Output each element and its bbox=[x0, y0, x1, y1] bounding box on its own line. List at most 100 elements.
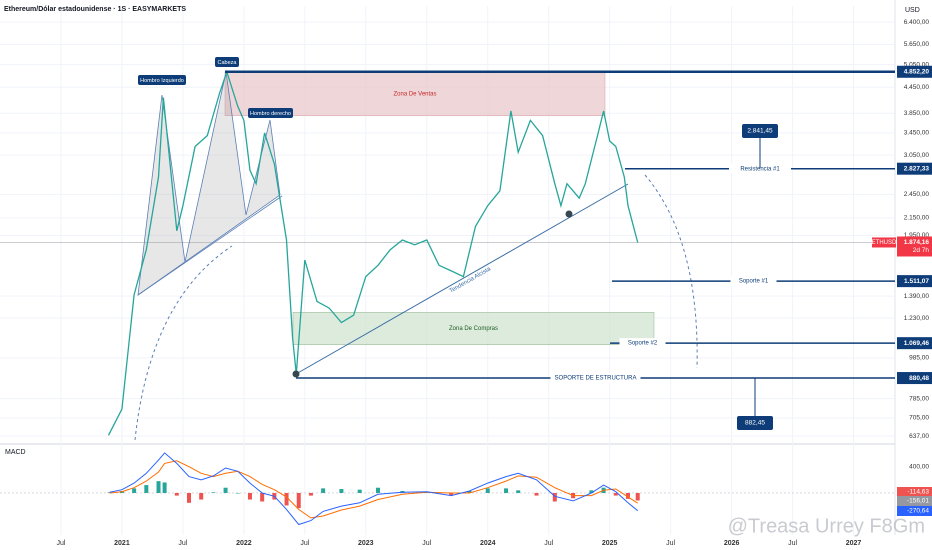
x-tick-label: Jul bbox=[788, 540, 797, 547]
watermark: @Treasa Urrey F8Gm bbox=[728, 515, 925, 537]
y-tick-label: 785,00 bbox=[909, 395, 929, 402]
background-layer: Zona De Ventas Zona De Compras bbox=[0, 6, 895, 535]
axis-label-box bbox=[897, 496, 932, 506]
x-tick-label: Jul bbox=[300, 540, 309, 547]
y-tick-label: 2.150,00 bbox=[904, 215, 930, 222]
histogram-bar bbox=[174, 492, 179, 496]
histogram-bar bbox=[552, 492, 557, 502]
histogram-bar bbox=[516, 490, 521, 493]
projection-arrow bbox=[134, 245, 233, 441]
y-tick-label: 2.450,00 bbox=[904, 191, 930, 198]
y-tick-label: 3.050,00 bbox=[904, 152, 930, 159]
callout-label: 2.841,45 bbox=[747, 128, 773, 135]
y-tick-label: 6.400,00 bbox=[904, 19, 930, 26]
histogram-bar bbox=[144, 485, 149, 493]
histogram-bar bbox=[625, 492, 630, 499]
histogram-bar bbox=[186, 492, 191, 503]
axis-label-box bbox=[897, 487, 932, 497]
histogram-bar bbox=[534, 492, 539, 496]
axis-label: -114,63 bbox=[907, 489, 929, 496]
histogram-bar bbox=[357, 489, 362, 493]
callout-box bbox=[742, 124, 778, 138]
histogram-bar bbox=[235, 492, 240, 494]
histogram-bar bbox=[223, 487, 228, 493]
axis-label: 2.827,33 bbox=[904, 165, 930, 172]
level-label: Soporte #1 bbox=[739, 279, 769, 285]
axis-label-box bbox=[897, 65, 932, 78]
histogram-bar bbox=[504, 488, 509, 493]
x-tick-label: 2022 bbox=[236, 540, 252, 547]
level-label: Soporte #2 bbox=[628, 341, 658, 347]
x-tick-label: 2025 bbox=[602, 540, 618, 547]
pane-title: MACD bbox=[5, 449, 26, 456]
axis-label-box bbox=[897, 162, 932, 175]
last-price: 1.874,16 bbox=[904, 239, 930, 246]
axis-label-box bbox=[897, 506, 932, 516]
axis-label: 1.511,07 bbox=[904, 278, 929, 285]
y-tick-label: 1.230,00 bbox=[904, 315, 930, 322]
axis-label-box bbox=[897, 275, 932, 288]
y-tick-label: 4.450,00 bbox=[904, 84, 930, 91]
histogram-bar bbox=[156, 481, 161, 493]
annotation: Hombro derecho bbox=[250, 111, 291, 117]
annotation: Cabeza bbox=[218, 60, 238, 66]
x-tick-label: 2024 bbox=[480, 540, 496, 547]
histogram-bar bbox=[199, 492, 204, 500]
annotation: Hombro Izquierdo bbox=[140, 78, 184, 84]
symbol: ETHUSD bbox=[872, 240, 897, 246]
level-label-bg bbox=[729, 163, 791, 174]
neckline bbox=[137, 195, 283, 296]
y-tick-label: 985,00 bbox=[909, 355, 929, 362]
axis-label: 880,48 bbox=[909, 375, 929, 382]
callout-label: 882,45 bbox=[745, 420, 765, 427]
x-tick-label: Jul bbox=[178, 540, 187, 547]
x-tick-label: Jul bbox=[56, 540, 65, 547]
y-tick-label: 705,00 bbox=[909, 415, 929, 422]
histogram-bar bbox=[485, 488, 490, 493]
price-line bbox=[107, 69, 639, 436]
level-label: SOPORTE DE ESTRUCTURA bbox=[555, 376, 637, 382]
currency: USD bbox=[905, 7, 920, 14]
histogram-bar bbox=[339, 489, 344, 493]
histogram-bar bbox=[162, 482, 167, 493]
level-label: Resistencia #1 bbox=[740, 166, 780, 172]
histogram-bar bbox=[132, 488, 137, 493]
histogram-bar bbox=[375, 487, 380, 493]
axis-label: 1.069,46 bbox=[904, 340, 930, 347]
countdown: 2d 7h bbox=[913, 247, 930, 254]
y-tick-label: 1.390,00 bbox=[904, 293, 930, 300]
axis-label: -270,64 bbox=[907, 508, 929, 515]
x-tick-label: 2021 bbox=[114, 540, 130, 547]
x-tick-label: Jul bbox=[422, 540, 431, 547]
y-tick-label: 400,00 bbox=[909, 463, 929, 470]
y-tick-label: 5.050,00 bbox=[904, 61, 930, 68]
symbol-box bbox=[872, 237, 896, 248]
axis-label: 4.852,20 bbox=[904, 68, 930, 75]
histogram-bar bbox=[613, 492, 618, 496]
macd-line bbox=[109, 452, 639, 526]
zone-label: Zona De Compras bbox=[449, 326, 498, 332]
annotation-box bbox=[248, 108, 293, 118]
axis-label-box bbox=[897, 337, 932, 350]
last-price-box bbox=[897, 236, 932, 257]
callout-box bbox=[737, 416, 773, 430]
y-tick-label: 3.850,00 bbox=[904, 110, 930, 117]
histogram-bar bbox=[467, 491, 472, 493]
x-tick-label: Jul bbox=[666, 540, 675, 547]
x-tick-label: Jul bbox=[544, 540, 553, 547]
zone bbox=[292, 312, 655, 346]
x-tick-label: 2027 bbox=[846, 540, 862, 547]
zone-label: Zona De Ventas bbox=[393, 91, 436, 97]
projection-arrow bbox=[644, 174, 698, 369]
chart-title: Ethereum/Dólar estadounidense · 1S · EAS… bbox=[4, 6, 186, 13]
level-label-bg bbox=[619, 338, 666, 349]
level-label-bg bbox=[730, 276, 777, 287]
pivot-point bbox=[292, 370, 300, 378]
y-tick-label: 5.650,00 bbox=[904, 41, 930, 48]
histogram-bar bbox=[284, 492, 289, 506]
y-tick-label: 637,00 bbox=[909, 433, 929, 440]
level-label-bg bbox=[550, 373, 641, 384]
trendline bbox=[295, 183, 629, 375]
